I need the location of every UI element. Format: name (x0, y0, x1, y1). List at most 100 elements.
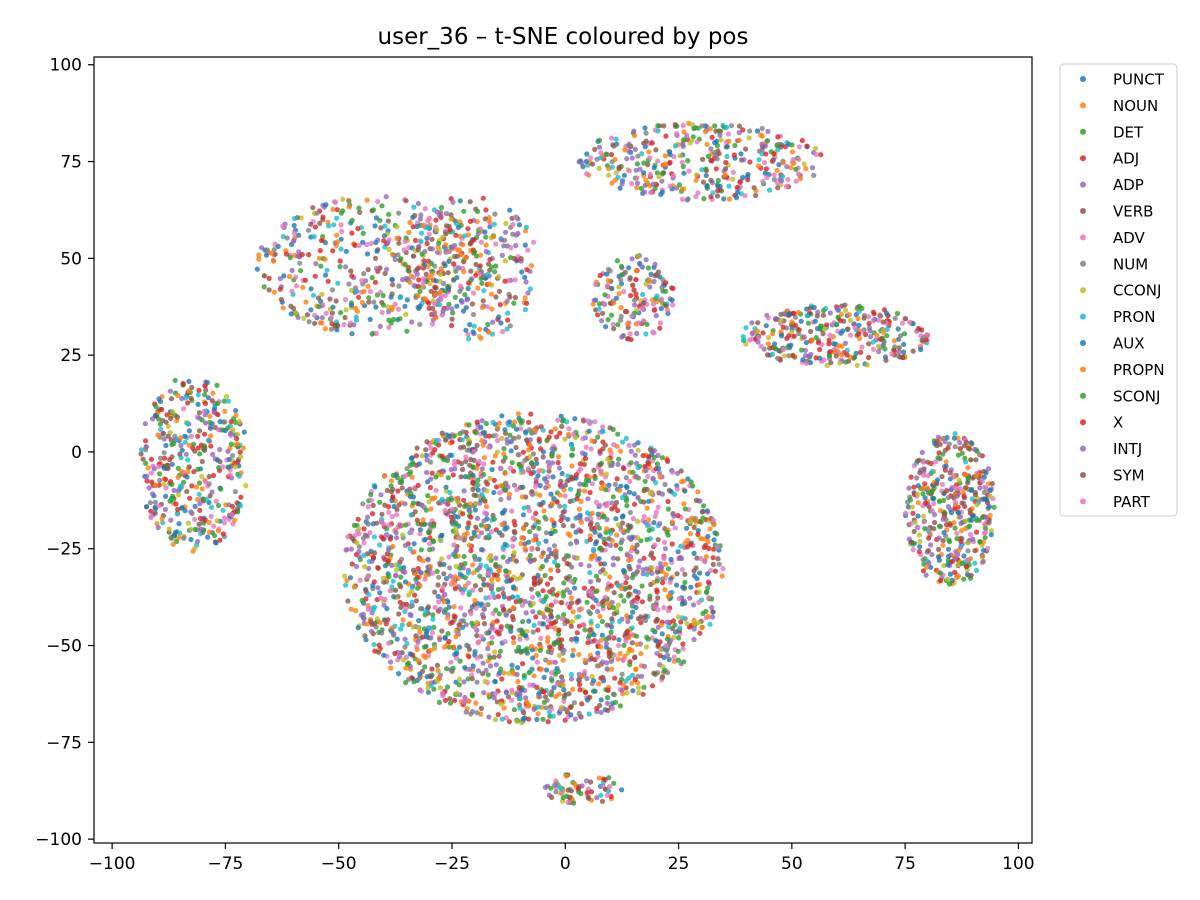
scatter-point (931, 500, 937, 507)
scatter-point (416, 624, 422, 631)
scatter-point (654, 578, 660, 584)
scatter-point (771, 172, 777, 178)
scatter-point (625, 618, 631, 625)
scatter-point (385, 240, 391, 246)
scatter-point (456, 247, 462, 253)
scatter-point (161, 455, 168, 461)
scatter-point (671, 654, 677, 660)
scatter-point (476, 556, 482, 563)
scatter-point (437, 289, 444, 295)
scatter-point (522, 242, 528, 248)
scatter-point (348, 606, 354, 612)
scatter-point (957, 514, 964, 520)
scatter-point (394, 636, 400, 642)
scatter-point (493, 662, 499, 668)
scatter-point (577, 481, 583, 487)
scatter-point (553, 599, 559, 605)
scatter-point (624, 690, 630, 696)
scatter-point (488, 529, 495, 535)
scatter-point (443, 246, 449, 252)
scatter-point (606, 635, 612, 641)
scatter-point (179, 447, 185, 453)
scatter-point (527, 286, 533, 292)
scatter-point (466, 422, 472, 428)
scatter-point (417, 606, 424, 612)
scatter-point (515, 411, 522, 417)
scatter-point (485, 672, 491, 678)
scatter-point (972, 548, 978, 554)
scatter-point (364, 242, 370, 248)
scatter-point (836, 343, 842, 349)
scatter-point (515, 648, 521, 654)
scatter-point (903, 510, 909, 516)
scatter-point (471, 570, 477, 576)
scatter-point (312, 312, 318, 319)
scatter-point (533, 456, 539, 462)
scatter-point (437, 537, 443, 543)
scatter-point (475, 487, 481, 493)
scatter-point (965, 540, 971, 546)
scatter-point (493, 294, 499, 300)
scatter-point (373, 239, 379, 246)
scatter-point (406, 592, 412, 598)
scatter-point (181, 535, 187, 541)
scatter-point (653, 313, 659, 319)
scatter-point (874, 332, 880, 338)
scatter-point (498, 624, 504, 630)
scatter-point (554, 563, 561, 569)
scatter-point (349, 230, 355, 236)
scatter-point (417, 527, 423, 533)
scatter-point (482, 510, 488, 516)
scatter-point (654, 293, 660, 299)
scatter-point (628, 448, 634, 454)
scatter-point (958, 520, 964, 527)
scatter-point (182, 433, 188, 439)
scatter-point (863, 331, 869, 338)
scatter-point (530, 629, 536, 635)
scatter-point (649, 565, 655, 571)
scatter-point (638, 651, 644, 657)
scatter-point (457, 535, 463, 541)
scatter-point (205, 437, 212, 443)
scatter-point (412, 509, 418, 515)
scatter-point (558, 517, 564, 524)
scatter-point (314, 210, 320, 216)
scatter-point (720, 566, 726, 572)
scatter-point (440, 308, 446, 314)
scatter-point (577, 461, 583, 467)
scatter-point (916, 549, 922, 555)
scatter-point (936, 546, 942, 553)
scatter-point (972, 560, 978, 566)
scatter-point (655, 595, 661, 601)
scatter-point (443, 437, 449, 443)
scatter-point (334, 232, 340, 238)
scatter-point (775, 355, 781, 361)
scatter-point (903, 316, 909, 322)
scatter-point (164, 412, 170, 418)
scatter-point (588, 579, 594, 585)
scatter-point (483, 504, 490, 510)
scatter-point (619, 495, 626, 501)
scatter-point (759, 133, 765, 139)
scatter-point (455, 630, 461, 636)
scatter-point (238, 494, 244, 500)
scatter-point (437, 271, 443, 277)
scatter-point (454, 690, 460, 696)
scatter-point (595, 608, 601, 615)
scatter-point (695, 531, 701, 538)
scatter-point (660, 580, 666, 586)
scatter-point (525, 290, 531, 296)
scatter-point (489, 640, 495, 646)
scatter-point (618, 313, 624, 319)
scatter-point (529, 491, 536, 497)
scatter-point (402, 303, 408, 309)
scatter-point (552, 659, 559, 665)
scatter-point (175, 506, 181, 513)
scatter-point (254, 266, 260, 272)
scatter-point (340, 196, 346, 202)
scatter-point (556, 691, 562, 697)
scatter-point (196, 428, 203, 434)
scatter-point (428, 647, 434, 653)
scatter-point (473, 605, 479, 611)
